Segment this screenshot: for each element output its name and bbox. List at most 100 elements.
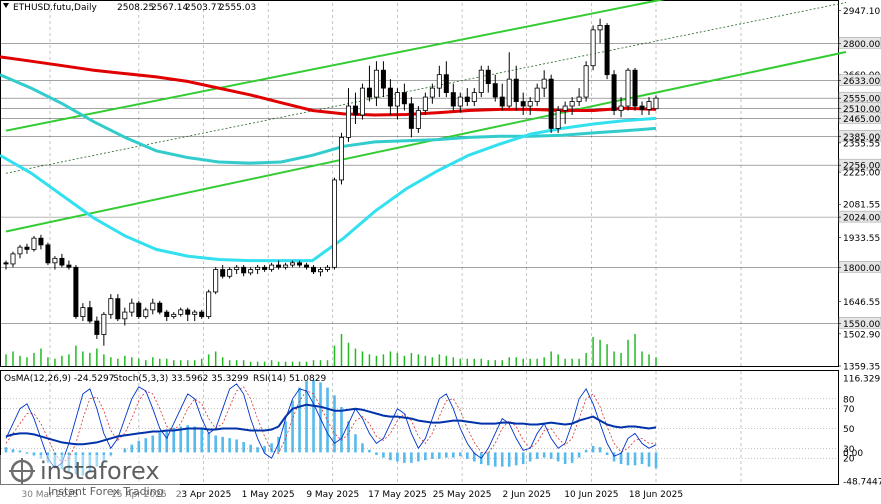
collapse-arrow-icon[interactable] xyxy=(3,3,9,8)
candle xyxy=(443,61,449,98)
price-tick-label: 2081.55 xyxy=(843,201,880,211)
osma-bar xyxy=(67,452,71,472)
candle xyxy=(31,235,37,252)
osma-bar xyxy=(438,452,441,459)
indicator-panel-frame xyxy=(0,370,839,485)
price-label-box xyxy=(838,130,881,142)
symbol-label: ETHUSD.futu,Daily xyxy=(13,3,97,13)
candle-body-bear xyxy=(199,311,205,317)
candle xyxy=(157,300,163,315)
osma-bar xyxy=(633,452,637,466)
candle xyxy=(185,307,191,322)
ma-green-line xyxy=(0,73,657,165)
candle-body-bear xyxy=(401,92,407,105)
candle xyxy=(639,101,645,115)
date-axis-layer: 30 Mar 2025 15 Apr 2025 23 Apr 2025 1 May 2… xyxy=(21,490,683,500)
candle xyxy=(52,256,58,270)
candle xyxy=(520,92,526,115)
candle xyxy=(562,101,568,124)
osma-bar xyxy=(507,452,511,467)
osma-bar xyxy=(514,452,518,466)
price-tick-label: 2555.00 xyxy=(843,95,880,105)
candle xyxy=(380,61,386,98)
osma-bar xyxy=(207,432,210,453)
candle xyxy=(220,265,226,279)
osma-bar xyxy=(598,447,602,453)
price-tick-label: 2947.10 xyxy=(843,7,880,17)
candle-body-bear xyxy=(241,266,247,274)
candle xyxy=(290,260,296,268)
candle-body-bear xyxy=(304,264,310,268)
candle xyxy=(164,309,170,322)
candle xyxy=(129,298,135,317)
price-tick-label: 2465.00 xyxy=(843,115,880,125)
candle xyxy=(604,23,610,80)
osma-bar xyxy=(410,452,413,463)
osma-bar xyxy=(452,452,455,458)
osma-bar xyxy=(179,426,183,453)
candle xyxy=(234,265,240,275)
candle-body-bear xyxy=(136,302,142,317)
price-tick-label: 2024.00 xyxy=(843,214,880,224)
osma-bar xyxy=(340,407,343,453)
volume-layer xyxy=(5,334,657,366)
candle-body-bull xyxy=(646,101,652,110)
osma-bar xyxy=(256,447,259,453)
price-tick-label: 2225.00 xyxy=(843,169,880,179)
date-tick-label: 9 May 2025 xyxy=(306,490,359,500)
candle-body-bull xyxy=(457,96,463,107)
price-tick-label: 1646.55 xyxy=(843,298,880,308)
osma-bar xyxy=(382,452,385,458)
price-label-box xyxy=(838,74,881,86)
candle xyxy=(108,294,114,319)
candle-body-bear xyxy=(262,266,268,270)
osma-bar xyxy=(640,452,644,465)
candle xyxy=(213,267,219,295)
candle xyxy=(171,312,177,319)
chart-header: ETHUSD.futu,Daily 2508.25 2567.14 2503.7… xyxy=(3,3,256,13)
candle-body-bull xyxy=(269,264,275,270)
date-tick-label: 25 May 2025 xyxy=(433,490,492,500)
osma-bar xyxy=(228,438,231,453)
osma-bar xyxy=(361,443,364,453)
price-label-box xyxy=(838,112,881,124)
candle-body-bear xyxy=(604,24,610,76)
candle xyxy=(534,83,540,107)
candle xyxy=(415,106,421,133)
candle xyxy=(136,300,142,319)
candle-body-bear xyxy=(548,78,554,129)
date-tick-label: 17 May 2025 xyxy=(368,490,427,500)
osma-bar xyxy=(445,452,448,458)
osma-bar xyxy=(39,452,43,459)
candle-body-bear xyxy=(3,262,9,265)
candle-body-bear xyxy=(492,83,498,98)
osma-bar xyxy=(549,452,553,459)
osma-bar xyxy=(570,452,574,463)
osma-bar xyxy=(472,452,476,462)
candle xyxy=(199,309,205,319)
osma-bar xyxy=(60,452,64,470)
candle xyxy=(17,244,23,259)
candle-body-bull xyxy=(206,291,212,317)
indicator-tick-label: 116.3291 xyxy=(843,375,881,385)
candle xyxy=(359,83,365,120)
ohlc-low: 2503.77 xyxy=(185,3,222,13)
candle xyxy=(429,83,435,104)
candle xyxy=(283,262,289,270)
indicator-tick-label: 20 xyxy=(843,455,855,465)
candle xyxy=(297,260,303,268)
osma-bar xyxy=(577,452,581,458)
candle xyxy=(527,97,533,115)
candle xyxy=(436,65,442,98)
ohlc-open: 2508.25 xyxy=(117,3,154,13)
candle xyxy=(115,294,121,322)
osma-bar xyxy=(319,382,322,453)
osma-bar xyxy=(193,426,197,453)
candle xyxy=(569,97,575,115)
osma-bar xyxy=(305,381,308,453)
candle-body-bull xyxy=(597,24,603,31)
candle-body-bear xyxy=(59,257,65,266)
candle xyxy=(45,242,51,266)
ohlc-high: 2567.14 xyxy=(151,3,188,13)
osma-bar xyxy=(556,452,560,462)
